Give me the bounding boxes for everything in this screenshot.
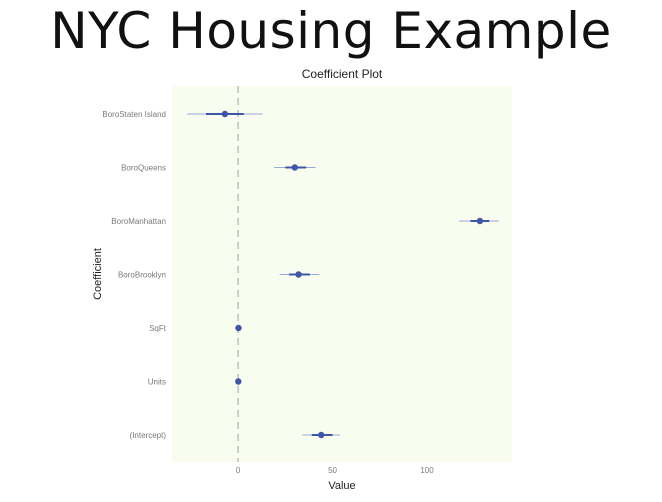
chart-title: Coefficient Plot [301, 67, 383, 81]
coefficient-point [476, 217, 484, 225]
coefficient-point [235, 324, 242, 332]
y-tick-label: Units [148, 378, 166, 387]
x-tick-label: 100 [420, 466, 434, 475]
y-tick-label: SqFt [149, 324, 167, 333]
y-tick-label: BoroManhattan [111, 217, 166, 226]
coefficient-point [221, 110, 229, 118]
coefficient-point [291, 164, 298, 171]
y-tick-label: BoroStaten Island [102, 110, 166, 119]
x-tick-label: 0 [236, 466, 241, 475]
y-tick-label: BoroBrooklyn [118, 271, 166, 280]
coefficient-marks [187, 110, 499, 439]
plot-panel [172, 86, 512, 462]
y-tick-label: BoroQueens [121, 164, 166, 173]
x-axis-label: Value [328, 480, 356, 492]
y-tick-labels: BoroStaten Island BoroQueens BoroManhattan… [102, 110, 166, 440]
coefficient-point [295, 271, 302, 278]
y-tick-label: (Intercept) [130, 431, 167, 440]
x-tick-label: 50 [328, 466, 337, 475]
coefficient-point [318, 431, 325, 439]
x-tick-labels: 0 50 100 [236, 466, 434, 475]
slide-title: NYC Housing Example [50, 2, 612, 60]
coefficient-point [235, 378, 242, 385]
